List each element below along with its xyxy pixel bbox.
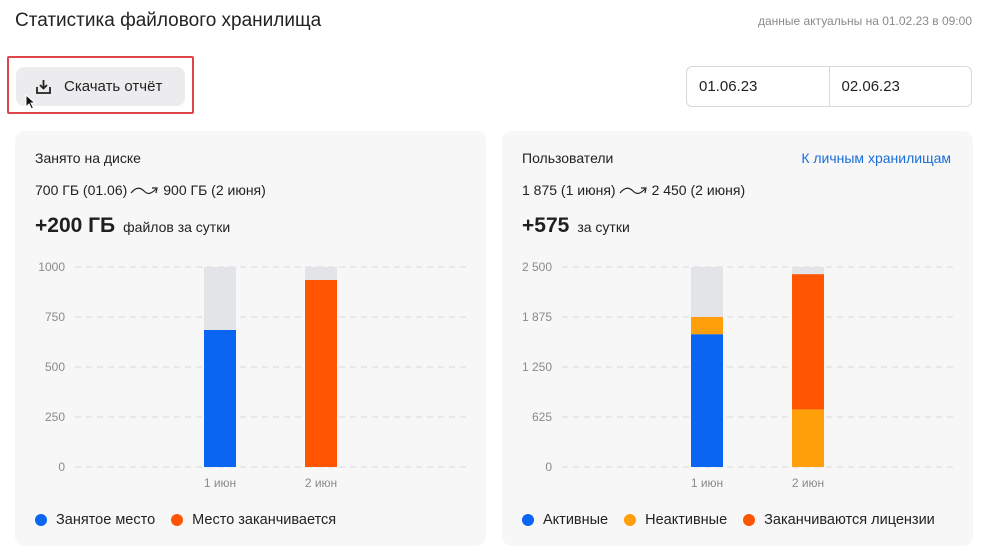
- users-card: Пользователи К личным хранилищам 1 875 (…: [502, 131, 973, 546]
- users-legend: Активные Неактивные Заканчиваются лиценз…: [522, 512, 935, 528]
- users-chart: 0 625 1 250 1 875 2 500 1 июн 2 июн: [522, 260, 957, 490]
- trend-arrow-icon: [130, 187, 158, 195]
- users-delta-value: +575: [522, 214, 570, 237]
- mouse-cursor-icon: [25, 94, 37, 110]
- legend-item: Занятое место: [35, 512, 155, 528]
- y-tick-label: 1 250: [522, 360, 552, 374]
- y-tick-label: 750: [45, 310, 65, 324]
- bar-segment: [305, 280, 337, 467]
- page-title: Статистика файлового хранилища: [15, 10, 322, 31]
- date-to-field[interactable]: 02.06.23: [828, 67, 972, 106]
- users-range: 1 875 (1 июня) 2 450 (2 июня): [522, 182, 745, 198]
- legend-dot: [35, 514, 47, 526]
- disk-range-from: 700 ГБ (01.06): [35, 182, 128, 198]
- users-delta: +575 за сутки: [522, 214, 630, 238]
- y-tick-label: 250: [45, 410, 65, 424]
- users-card-title: Пользователи: [522, 150, 614, 166]
- y-tick-label: 1 875: [522, 310, 552, 324]
- users-delta-suffix: за сутки: [577, 219, 630, 235]
- legend-label: Заканчиваются лицензии: [764, 512, 935, 528]
- legend-dot: [522, 514, 534, 526]
- x-tick-label: 2 июн: [792, 476, 824, 490]
- disk-chart: 0 250 500 750 1000 1 июн 2 июн: [38, 260, 470, 490]
- y-tick-label: 0: [58, 460, 65, 474]
- download-report-button[interactable]: Скачать отчёт: [16, 67, 185, 106]
- x-tick-label: 1 июн: [691, 476, 723, 490]
- disk-delta-suffix: файлов за сутки: [123, 219, 231, 235]
- legend-label: Место заканчивается: [192, 512, 337, 528]
- trend-arrow-icon: [619, 187, 647, 195]
- date-range-picker[interactable]: 01.06.23 02.06.23: [686, 66, 972, 107]
- date-from-field[interactable]: 01.06.23: [699, 78, 758, 95]
- bar-segment: [792, 274, 824, 410]
- highlight-frame: [7, 56, 194, 114]
- y-tick-label: 500: [45, 360, 65, 374]
- personal-storage-link[interactable]: К личным хранилищам: [801, 150, 951, 166]
- legend-label: Занятое место: [56, 512, 156, 528]
- x-tick-label: 2 июн: [305, 476, 337, 490]
- legend-item: Активные: [522, 512, 608, 528]
- users-range-from: 1 875 (1 июня): [522, 182, 616, 198]
- download-icon: [35, 78, 52, 95]
- disk-delta-value: +200 ГБ: [35, 214, 116, 237]
- disk-legend: Занятое место Место заканчивается: [35, 512, 336, 528]
- y-tick-label: 0: [545, 460, 552, 474]
- legend-item: Место заканчивается: [171, 512, 336, 528]
- legend-dot: [743, 514, 756, 526]
- bar-segment: [204, 330, 236, 467]
- users-range-to: 2 450 (2 июня): [651, 182, 746, 198]
- disk-card-title: Занято на диске: [35, 150, 141, 166]
- y-tick-label: 2 500: [522, 260, 552, 274]
- legend-dot: [624, 514, 637, 526]
- legend-item: Неактивные: [624, 512, 727, 528]
- legend-label: Неактивные: [645, 512, 728, 528]
- legend-label: Активные: [543, 512, 609, 528]
- disk-usage-card: Занято на диске 700 ГБ (01.06) 900 ГБ (2…: [15, 131, 486, 546]
- legend-dot: [171, 514, 184, 526]
- data-updated-note: данные актуальны на 01.02.23 в 09:00: [757, 14, 972, 28]
- disk-range: 700 ГБ (01.06) 900 ГБ (2 июня): [35, 182, 266, 198]
- disk-delta: +200 ГБ файлов за сутки: [35, 214, 230, 238]
- bar-segment: [691, 317, 723, 335]
- disk-range-to: 900 ГБ (2 июня): [163, 182, 266, 198]
- bar-segment: [792, 409, 824, 467]
- x-tick-label: 1 июн: [204, 476, 236, 490]
- download-report-label: Скачать отчёт: [64, 78, 163, 95]
- y-tick-label: 1000: [38, 260, 65, 274]
- y-tick-label: 625: [532, 410, 552, 424]
- bar-segment: [691, 334, 723, 467]
- legend-item: Заканчиваются лицензии: [743, 512, 935, 528]
